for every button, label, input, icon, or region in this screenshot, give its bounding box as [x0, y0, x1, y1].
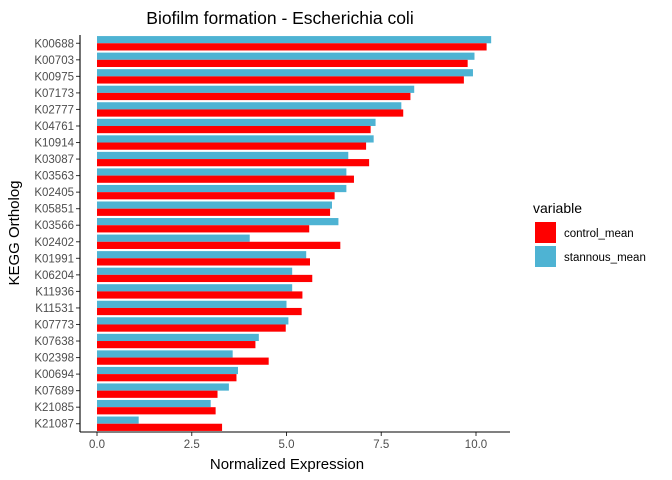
bar-stannous-mean-k07773	[97, 317, 289, 325]
bar-control-mean-k11531	[97, 307, 302, 316]
y-tick-label-k00694: K00694	[34, 369, 74, 381]
x-ticks: 0.0 2.5 5.0 7.5 10.0	[89, 432, 487, 451]
bar-stannous-mean-k06204	[97, 267, 293, 275]
y-tick-label-k11531: K11531	[35, 303, 74, 315]
bar-control-mean-k07773	[97, 324, 286, 332]
y-tick-label-k02405: K02405	[34, 187, 74, 199]
bar-stannous-mean-k02398	[97, 350, 233, 358]
bar-stannous-mean-k11936	[97, 284, 293, 292]
legend-title: variable	[533, 200, 582, 216]
y-tick-label-k02402: K02402	[34, 237, 74, 249]
legend: variable control_mean stannous_mean	[533, 200, 646, 267]
bar-control-mean-k02405	[97, 192, 335, 200]
bar-control-mean-k03566	[97, 225, 310, 233]
y-tick-labels: K00688 K00703 K00975 K07173 K02777 K04761 K109…	[34, 38, 80, 431]
bar-control-mean-k10914	[97, 142, 367, 150]
x-tick-label-1: 2.5	[184, 439, 200, 451]
y-tick-label-k07173: K07173	[34, 88, 74, 100]
bar-stannous-mean-k00694	[97, 366, 238, 375]
bar-stannous-mean-k05851	[97, 201, 332, 209]
legend-key-control-mean	[535, 222, 556, 243]
bar-stannous-mean-k21085	[97, 399, 211, 408]
bar-control-mean-k02402	[97, 241, 341, 249]
y-tick-label-k02777: K02777	[34, 104, 74, 116]
x-tick-label-3: 7.5	[373, 439, 389, 451]
bar-control-mean-k03087	[97, 159, 370, 167]
y-tick-label-k11936: K11936	[35, 286, 74, 298]
bar-control-mean-k07173	[97, 92, 411, 101]
y-tick-label-k10914: K10914	[34, 138, 74, 150]
bar-stannous-mean-k02402	[97, 234, 250, 242]
bar-control-mean-k07638	[97, 341, 256, 349]
y-tick-label-k00703: K00703	[34, 55, 74, 67]
y-tick-label-k02398: K02398	[34, 353, 74, 365]
y-tick-label-k07638: K07638	[34, 336, 74, 348]
y-tick-label-k05851: K05851	[34, 204, 74, 216]
bar-stannous-mean-k02405	[97, 184, 347, 193]
bar-stannous-mean-k00688	[97, 36, 492, 44]
y-tick-label-k06204: K06204	[34, 270, 74, 282]
y-tick-label-k00688: K00688	[34, 38, 74, 50]
bar-control-mean-k21087	[97, 423, 223, 431]
bar-stannous-mean-k01991	[97, 251, 307, 259]
bar-control-mean-k05851	[97, 208, 331, 216]
bar-stannous-mean-k07638	[97, 333, 259, 342]
bar-control-mean-k00694	[97, 374, 237, 382]
bar-stannous-mean-k04761	[97, 118, 376, 126]
bar-control-mean-k03563	[97, 175, 354, 183]
y-tick-label-k07689: K07689	[34, 386, 74, 398]
bar-control-mean-k02398	[97, 357, 269, 365]
bar-stannous-mean-k11531	[97, 300, 287, 308]
bar-stannous-mean-k21087	[97, 416, 139, 424]
bar-stannous-mean-k10914	[97, 135, 374, 143]
x-tick-label-0: 0.0	[89, 439, 105, 451]
x-tick-label-4: 10.0	[465, 439, 487, 451]
y-tick-label-k21085: K21085	[34, 402, 74, 414]
legend-label-control-mean: control_mean	[564, 228, 634, 240]
bar-control-mean-k02777	[97, 109, 404, 117]
bar-stannous-mean-k07173	[97, 85, 415, 93]
bar-stannous-mean-k00975	[97, 69, 473, 77]
y-tick-label-k03566: K03566	[34, 220, 74, 232]
x-axis-title: Normalized Expression	[210, 456, 364, 473]
legend-label-stannous-mean: stannous_mean	[564, 252, 646, 264]
bar-control-mean-k00703	[97, 59, 468, 68]
x-tick-label-2: 5.0	[279, 439, 295, 451]
y-axis-title: KEGG Ortholog	[6, 180, 23, 285]
bar-stannous-mean-k00703	[97, 52, 475, 60]
bar-control-mean-k04761	[97, 125, 371, 134]
y-tick-label-k21087: K21087	[34, 419, 74, 431]
bar-stannous-mean-k03087	[97, 151, 349, 160]
bar-control-mean-k06204	[97, 274, 313, 283]
bar-control-mean-k07689	[97, 390, 218, 398]
y-tick-label-k04761: K04761	[34, 121, 74, 133]
y-tick-label-k07773: K07773	[34, 319, 74, 331]
bar-control-mean-k11936	[97, 291, 303, 299]
bar-stannous-mean-k03563	[97, 168, 347, 176]
y-tick-label-k03563: K03563	[34, 171, 74, 183]
bar-control-mean-k00975	[97, 76, 464, 84]
bar-stannous-mean-k07689	[97, 383, 229, 391]
bar-control-mean-k21085	[97, 407, 216, 415]
bar-stannous-mean-k02777	[97, 102, 402, 110]
chart-title: Biofilm formation - Escherichia coli	[146, 8, 413, 28]
bar-control-mean-k00688	[97, 43, 487, 51]
y-tick-label-k03087: K03087	[34, 154, 74, 166]
y-tick-label-k01991: K01991	[34, 253, 74, 265]
legend-key-stannous-mean	[535, 246, 556, 267]
bar-control-mean-k01991	[97, 258, 310, 266]
bar-stannous-mean-k03566	[97, 218, 339, 226]
bars-group	[97, 36, 492, 431]
y-tick-label-k00975: K00975	[34, 71, 74, 83]
